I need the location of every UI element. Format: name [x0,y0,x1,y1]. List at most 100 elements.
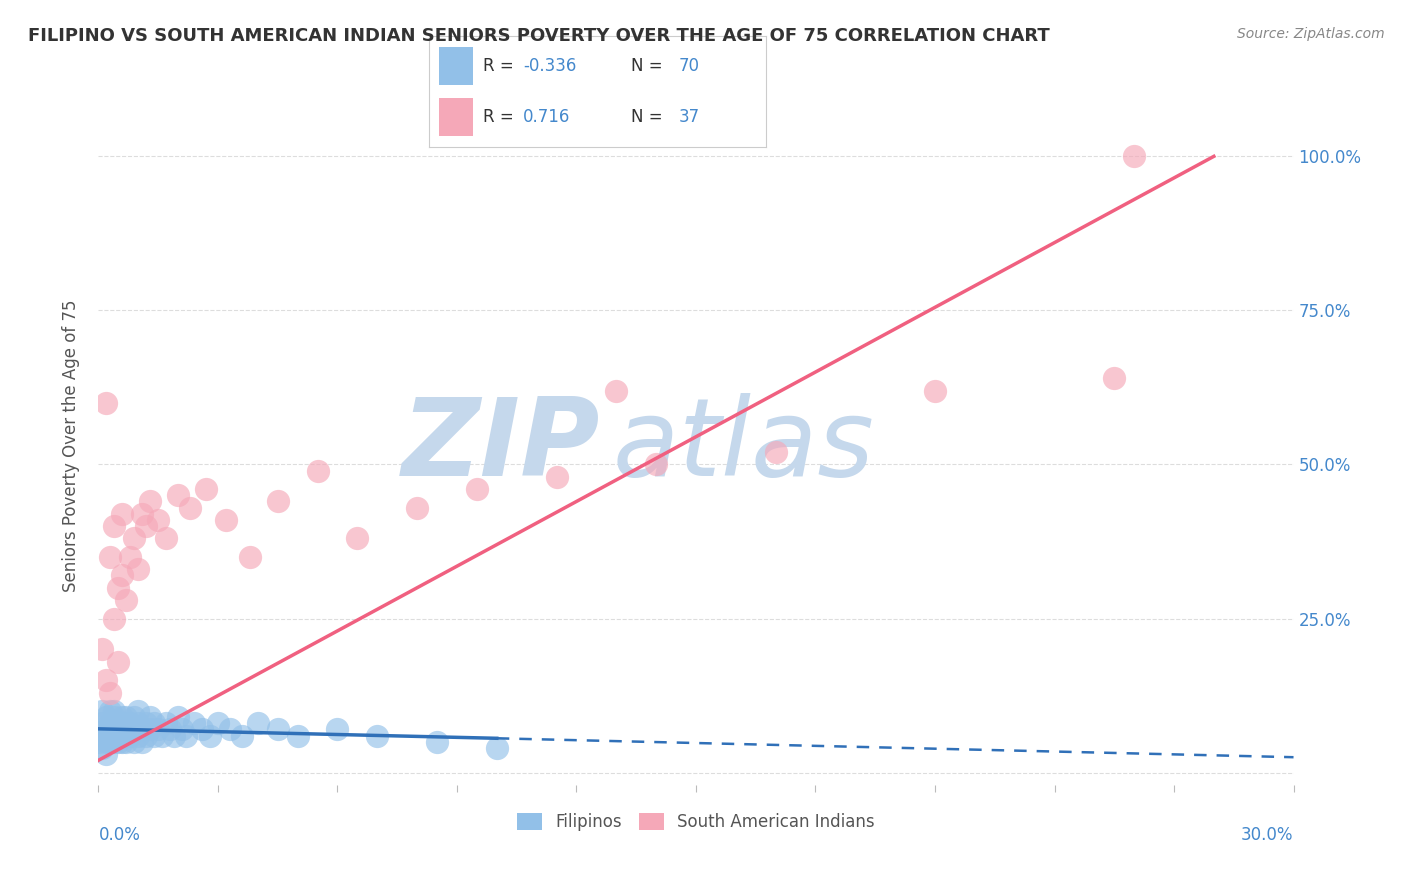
Point [98,723,122,737]
Point [131,723,153,737]
Point [127,729,149,743]
Point [96,673,118,688]
Text: R =: R = [482,108,519,126]
Point [98,729,122,743]
Point [127,704,149,718]
Point [131,507,153,521]
Point [103,704,125,718]
Text: FILIPINO VS SOUTH AMERICAN INDIAN SENIORS POVERTY OVER THE AGE OF 75 CORRELATION: FILIPINO VS SOUTH AMERICAN INDIAN SENIOR… [28,27,1050,45]
Point [96,747,118,761]
Point [135,729,157,743]
Point [124,532,146,546]
Text: 30.0%: 30.0% [1241,826,1294,844]
Point [91,704,114,718]
Point [174,729,197,743]
Text: 70: 70 [679,57,700,75]
Point [191,723,214,737]
Point [246,716,269,731]
Point [127,716,149,731]
Y-axis label: Seniors Poverty Over the Age of 75: Seniors Poverty Over the Age of 75 [62,300,80,592]
Point [195,482,218,496]
Point [98,685,122,699]
Point [924,384,946,398]
Point [139,723,162,737]
Point [143,729,166,743]
Point [91,741,114,756]
Point [91,716,114,731]
Point [1104,371,1126,385]
Point [120,716,142,731]
Point [645,458,668,472]
Point [172,723,194,737]
Point [103,735,125,749]
Point [167,488,190,502]
Point [115,729,138,743]
Point [139,494,162,508]
Point [135,519,157,533]
Point [96,723,118,737]
Point [148,513,170,527]
Point [605,384,627,398]
Point [167,710,190,724]
Point [96,396,118,410]
Point [115,710,138,724]
Point [366,729,388,743]
Point [98,716,122,731]
Point [120,549,142,564]
Point [115,716,138,731]
Point [163,729,186,743]
Point [115,593,138,607]
Point [111,710,134,724]
Point [107,581,129,595]
Point [287,729,309,743]
Point [107,723,129,737]
Point [239,549,262,564]
Text: N =: N = [631,57,668,75]
Point [124,735,146,749]
Point [124,710,146,724]
Text: 0.0%: 0.0% [98,826,141,844]
Point [219,723,242,737]
Point [307,464,329,478]
Point [155,716,177,731]
Point [346,532,368,546]
Point [1123,149,1146,163]
Point [139,710,162,724]
Point [207,716,229,731]
FancyBboxPatch shape [439,98,472,136]
Text: N =: N = [631,108,668,126]
Point [267,723,290,737]
Point [87,735,110,749]
Point [96,710,118,724]
Point [150,729,173,743]
Text: 0.716: 0.716 [523,108,571,126]
Point [96,735,118,749]
Text: Source: ZipAtlas.com: Source: ZipAtlas.com [1237,27,1385,41]
Point [179,500,201,515]
Point [98,549,122,564]
Point [107,735,129,749]
Point [111,507,134,521]
Point [765,445,787,459]
Point [215,513,238,527]
Point [406,500,429,515]
Point [98,704,122,718]
Point [91,642,114,657]
Point [155,532,177,546]
Point [546,470,568,484]
Point [111,723,134,737]
Point [107,729,129,743]
Point [91,729,114,743]
Point [103,729,125,743]
Point [111,735,134,749]
Point [267,494,290,508]
Legend: Filipinos, South American Indians: Filipinos, South American Indians [510,806,882,838]
Point [98,735,122,749]
Point [426,735,449,749]
Point [103,519,125,533]
Point [183,716,205,731]
Point [231,729,253,743]
Text: 37: 37 [679,108,700,126]
Text: -0.336: -0.336 [523,57,576,75]
Point [103,716,125,731]
